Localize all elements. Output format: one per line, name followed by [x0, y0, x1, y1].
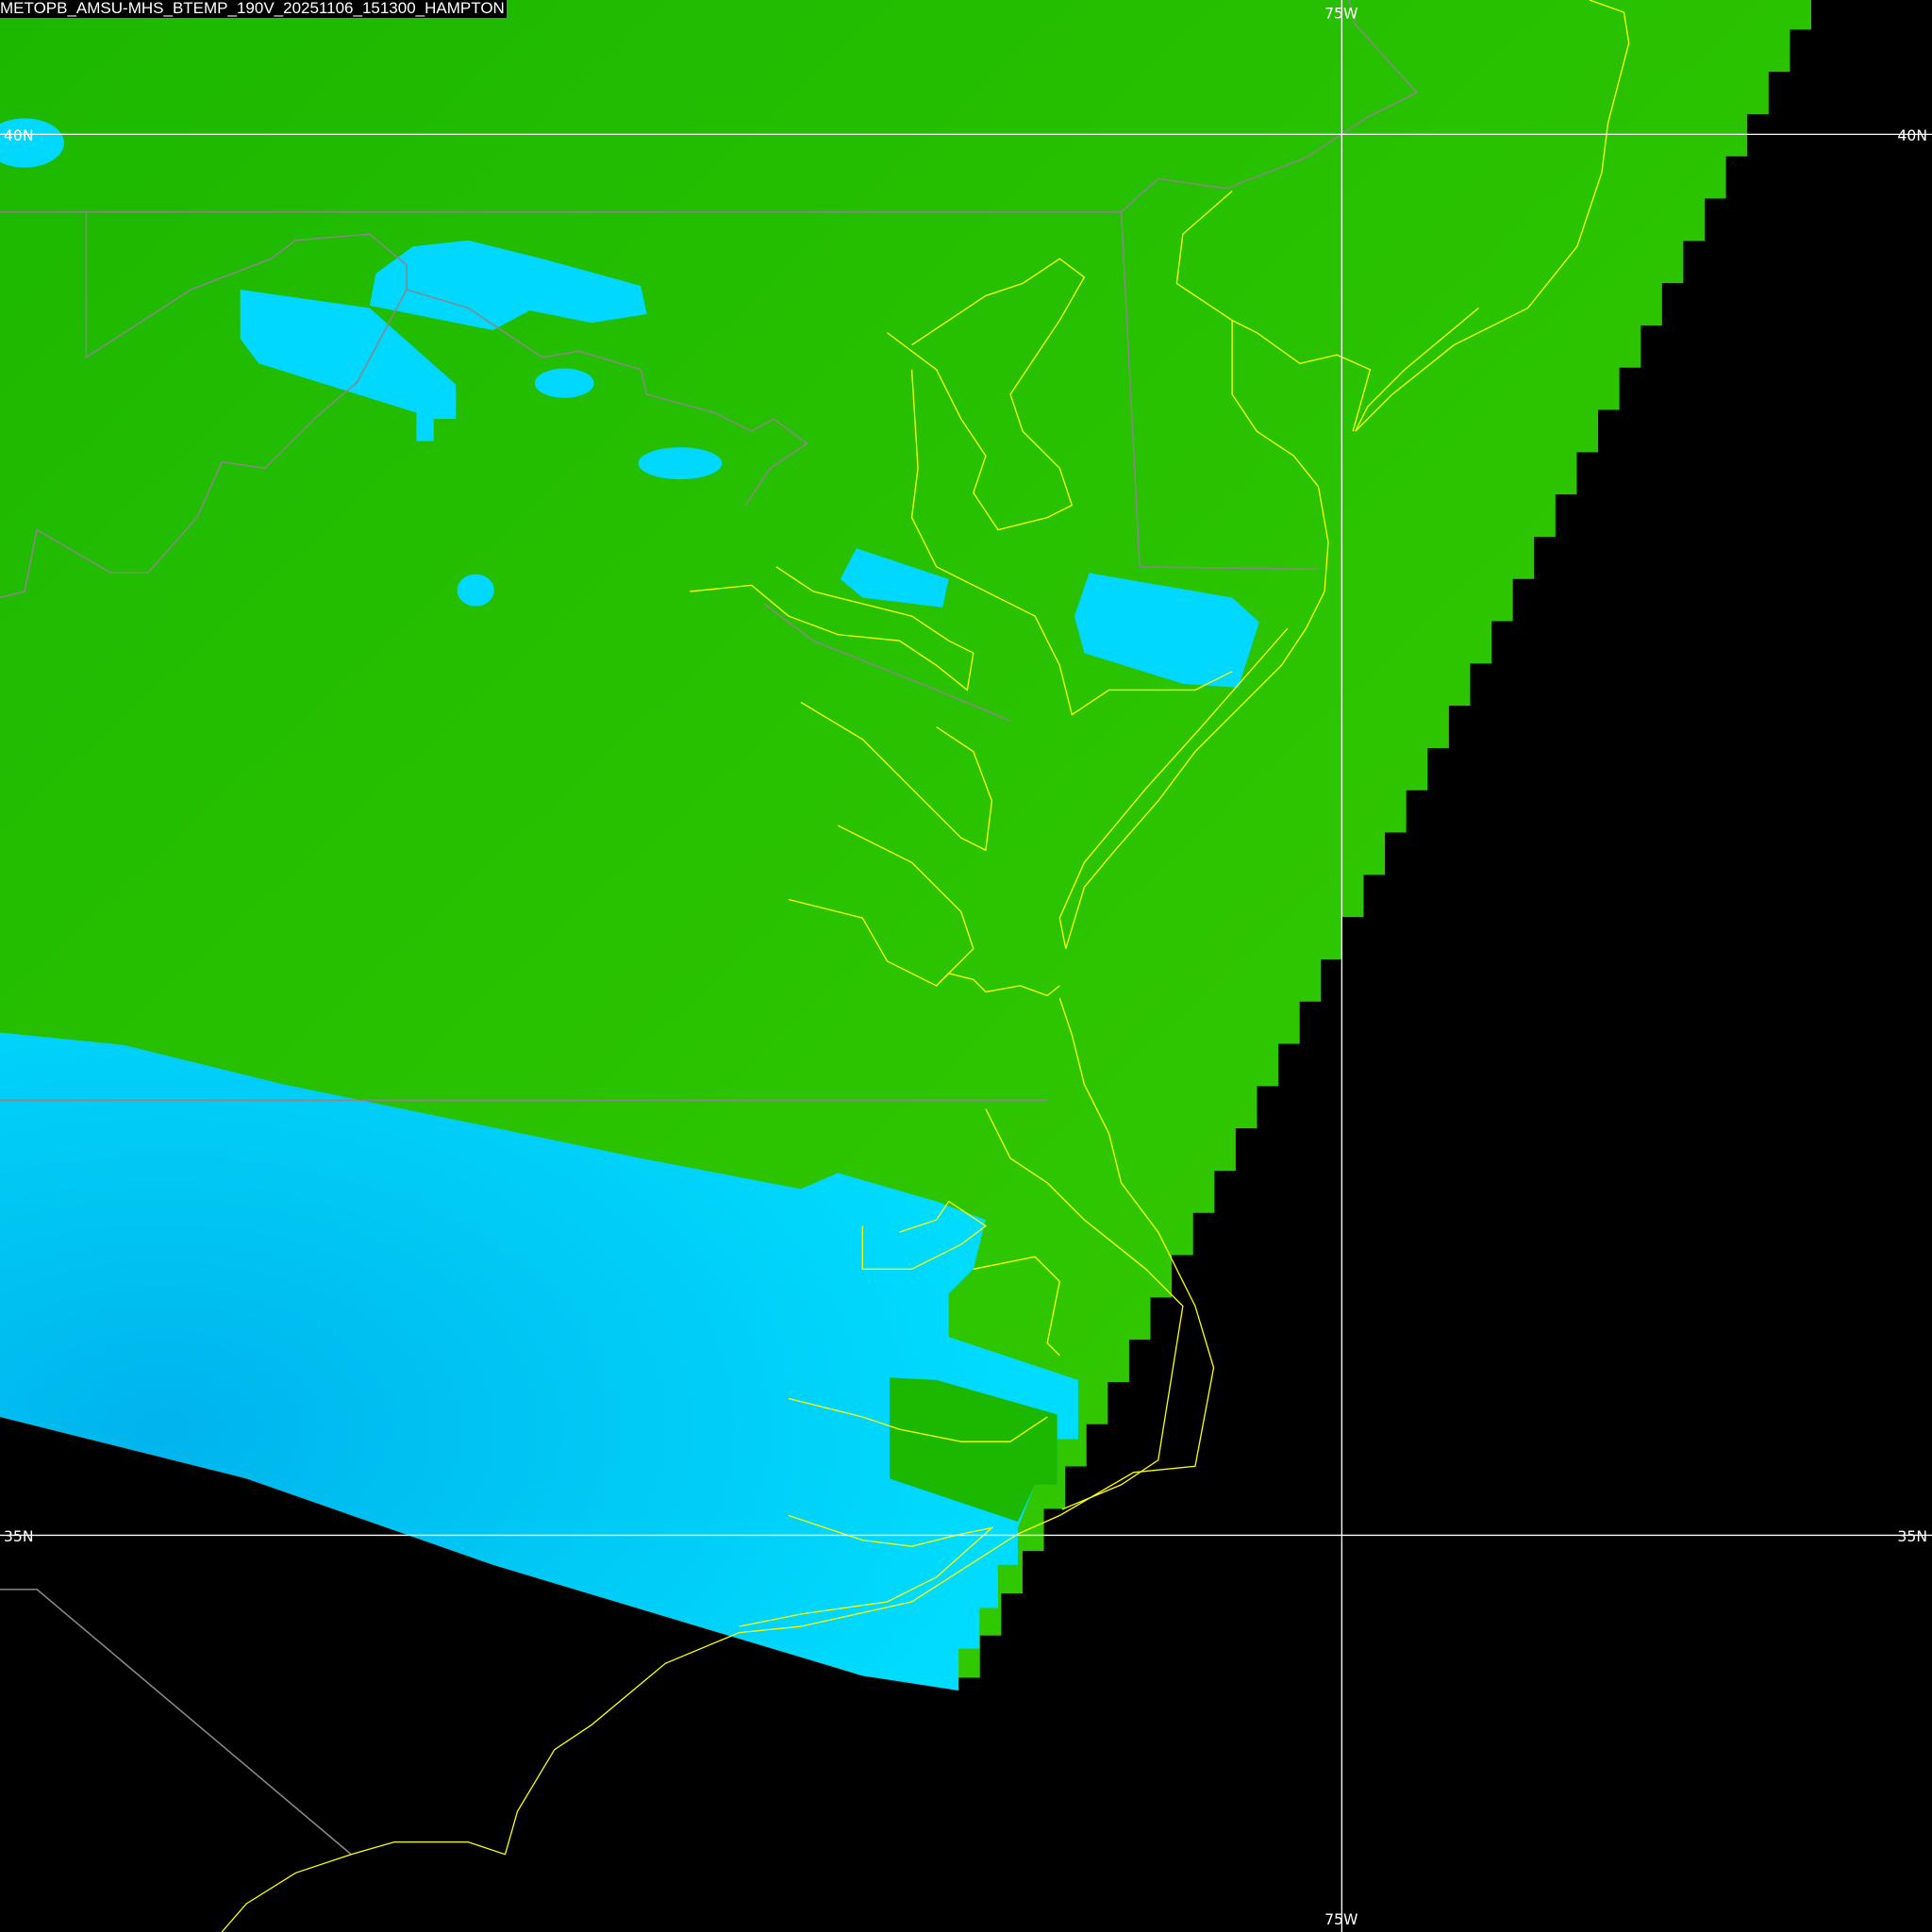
- lat-label-40-left: 40N: [4, 126, 34, 144]
- state-borders: [0, 0, 1419, 1856]
- lon-label-bottom: 75W: [1324, 1910, 1357, 1928]
- coastline: [221, 0, 1630, 1932]
- cyan-blobs: [0, 118, 1259, 688]
- green-patch-pamlico: [890, 1377, 1058, 1523]
- cyan-region-south: [0, 1032, 1078, 1690]
- image-title: METOPB_AMSU-MHS_BTEMP_190V_20251106_1513…: [0, 0, 507, 18]
- lat-label-35-right: 35N: [1897, 1527, 1927, 1545]
- lon-label-top: 75W: [1324, 5, 1357, 23]
- lat-label-40-right: 40N: [1897, 126, 1927, 144]
- lat-label-35-left: 35N: [4, 1527, 34, 1545]
